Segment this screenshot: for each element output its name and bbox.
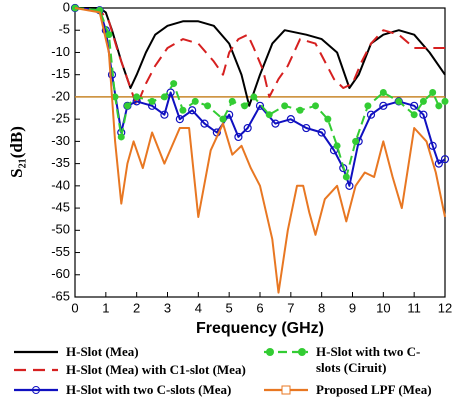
point-marker bbox=[123, 102, 131, 110]
point-marker bbox=[160, 110, 169, 119]
legend-swatch bbox=[14, 368, 58, 372]
y-tick-label: -65 bbox=[51, 288, 70, 303]
point-marker bbox=[170, 80, 178, 88]
y-tick-label: -15 bbox=[51, 66, 70, 81]
point-marker bbox=[428, 141, 437, 150]
point-marker bbox=[441, 97, 449, 105]
point-marker bbox=[435, 102, 443, 110]
point-marker bbox=[395, 97, 403, 105]
x-tick-label: 0 bbox=[71, 300, 78, 315]
point-marker bbox=[281, 102, 289, 110]
y-tick-label: -5 bbox=[58, 22, 70, 37]
point-marker bbox=[175, 115, 184, 124]
point-marker bbox=[105, 31, 113, 39]
point-marker bbox=[255, 101, 265, 110]
point-marker bbox=[333, 142, 341, 150]
y-tick-label: -35 bbox=[51, 155, 70, 170]
point-marker bbox=[342, 173, 350, 181]
point-marker bbox=[219, 115, 227, 123]
y-tick-label: -50 bbox=[51, 222, 70, 237]
y-tick-label: -45 bbox=[51, 200, 70, 215]
y-tick-label: -60 bbox=[51, 266, 70, 281]
point-marker bbox=[345, 181, 354, 190]
x-tick-label: 3 bbox=[164, 300, 171, 315]
series-line bbox=[74, 7, 445, 107]
y-tick-label: -30 bbox=[51, 133, 70, 148]
x-tick-label: 1 bbox=[102, 300, 109, 315]
point-marker bbox=[200, 119, 209, 128]
point-marker bbox=[111, 93, 119, 101]
point-marker bbox=[317, 128, 326, 137]
point-marker bbox=[302, 123, 311, 133]
point-marker bbox=[271, 119, 280, 128]
legend-marker bbox=[32, 386, 40, 394]
point-marker bbox=[352, 137, 360, 145]
point-marker bbox=[379, 88, 387, 96]
legend-label: Proposed LPF (Mea) bbox=[316, 382, 432, 397]
x-tick-label: 6 bbox=[256, 300, 263, 315]
point-marker bbox=[204, 102, 212, 110]
point-marker bbox=[312, 102, 319, 110]
legend-swatch bbox=[264, 385, 308, 395]
point-marker bbox=[364, 102, 372, 110]
point-marker bbox=[133, 93, 141, 101]
point-marker bbox=[324, 115, 332, 123]
legend-label: H-Slot with two C-slots (Ciruit) bbox=[316, 344, 421, 375]
legend-swatch bbox=[264, 348, 308, 356]
series-line bbox=[75, 7, 446, 107]
point-marker bbox=[419, 110, 428, 119]
legend-label: H-Slot with two C-slots (Mea) bbox=[66, 382, 232, 397]
series-line bbox=[74, 7, 446, 187]
x-tick-label: 12 bbox=[438, 300, 452, 315]
legend-marker bbox=[266, 348, 274, 356]
point-marker bbox=[410, 101, 419, 110]
x-axis-label: Frequency (GHz) bbox=[196, 320, 324, 337]
x-tick-label: 8 bbox=[318, 300, 325, 315]
y-tick-label: -20 bbox=[51, 88, 70, 103]
point-marker bbox=[234, 132, 243, 142]
point-marker bbox=[241, 102, 249, 110]
x-tick-label: 10 bbox=[376, 300, 390, 315]
legend-swatch bbox=[14, 350, 58, 354]
point-marker bbox=[188, 106, 197, 115]
x-tick-label: 4 bbox=[195, 300, 202, 315]
x-tick-label: 5 bbox=[226, 300, 233, 315]
point-marker bbox=[265, 111, 273, 119]
legend-marker bbox=[281, 385, 291, 395]
point-marker bbox=[410, 111, 418, 119]
legend-label: H-Slot (Mea) with C1-slot (Mea) bbox=[66, 362, 246, 377]
legend-swatch bbox=[14, 386, 58, 394]
point-marker bbox=[179, 106, 187, 114]
point-marker bbox=[366, 110, 376, 119]
y-tick-label: 0 bbox=[63, 0, 70, 14]
y-tick-label: -25 bbox=[51, 111, 70, 126]
point-marker bbox=[379, 101, 388, 110]
point-marker bbox=[243, 123, 252, 133]
point-marker bbox=[296, 106, 304, 114]
point-marker bbox=[191, 97, 199, 105]
point-marker bbox=[440, 155, 450, 164]
series-line bbox=[74, 7, 446, 294]
point-marker bbox=[429, 88, 437, 96]
point-marker bbox=[419, 97, 427, 105]
x-tick-label: 11 bbox=[407, 300, 421, 315]
point-marker bbox=[286, 115, 295, 124]
x-tick-label: 2 bbox=[133, 300, 140, 315]
point-marker bbox=[117, 133, 125, 141]
point-marker bbox=[228, 97, 236, 105]
point-marker bbox=[434, 159, 443, 168]
y-tick-label: -40 bbox=[51, 177, 70, 192]
point-marker bbox=[160, 93, 168, 101]
y-tick-label: -55 bbox=[51, 244, 70, 259]
x-tick-label: 9 bbox=[349, 300, 356, 315]
chart: S₂₁(dB) Frequency (GHz) 0 -5 -10 -15 -20 -25 -… bbox=[7, 0, 452, 337]
point-marker bbox=[250, 93, 258, 101]
y-axis-label: S₂₁(dB) bbox=[7, 126, 26, 178]
x-tick-label: 7 bbox=[287, 300, 294, 315]
legend-label: H-Slot (Mea) bbox=[66, 344, 139, 359]
point-marker bbox=[148, 97, 156, 105]
legend-marker bbox=[298, 348, 306, 356]
y-tick-label: -10 bbox=[51, 44, 70, 59]
